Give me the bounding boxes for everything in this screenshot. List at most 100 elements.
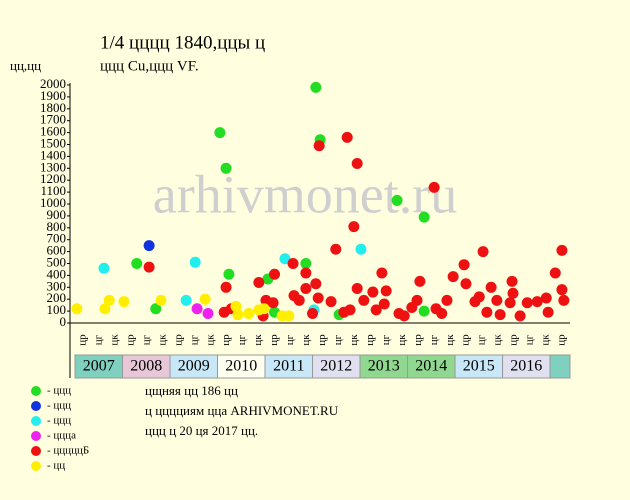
point <box>367 286 379 298</box>
point <box>418 305 430 317</box>
chart-title: 1/4 цццц 1840,ццы ц <box>100 32 265 53</box>
point <box>414 275 426 287</box>
x-tick-label: цр <box>460 334 472 346</box>
note: цщняя цц 186 цц <box>145 383 238 398</box>
x-tick-label: цк <box>204 334 216 346</box>
x-tick-label: цр <box>364 334 376 346</box>
point <box>300 267 312 279</box>
point <box>378 298 390 310</box>
year-label: 2008 <box>130 358 162 375</box>
point <box>243 307 255 319</box>
point <box>351 282 363 294</box>
point <box>558 294 570 306</box>
y-tick-label: 1000 <box>40 195 66 210</box>
y-tick-label: 1800 <box>40 100 66 115</box>
point <box>180 294 192 306</box>
legend-label: - цц <box>47 460 65 472</box>
point <box>398 310 410 322</box>
year-label: 2012 <box>320 358 352 375</box>
legend-marker <box>31 416 41 426</box>
point <box>253 277 265 289</box>
year-label: 2007 <box>83 358 115 375</box>
y-tick-label: 700 <box>47 231 67 246</box>
point <box>391 194 403 206</box>
year-label: 2014 <box>415 358 447 375</box>
point <box>473 291 485 303</box>
y-tick-label: 100 <box>47 302 67 317</box>
y-tick-label: 1500 <box>40 135 66 150</box>
year-label: 2015 <box>463 358 495 375</box>
x-tick-label: цр <box>412 334 424 346</box>
point <box>191 303 203 315</box>
chart-subtitle: ццц Cu,ццц VF. <box>100 58 199 74</box>
point <box>99 303 111 315</box>
y-tick-label: 200 <box>47 290 67 305</box>
y-tick-label: 800 <box>47 219 67 234</box>
point <box>310 278 322 290</box>
point <box>143 240 155 252</box>
legend-label: - цццццБ <box>47 445 89 457</box>
point <box>370 304 382 316</box>
point <box>131 258 143 269</box>
point <box>477 246 489 258</box>
point <box>556 284 568 296</box>
x-tick-label: цг <box>524 334 536 345</box>
legend-label: - ццц <box>47 415 71 427</box>
point <box>293 294 305 306</box>
point <box>411 294 423 306</box>
x-tick-label: цг <box>92 334 104 345</box>
point <box>341 131 353 143</box>
point <box>223 268 235 280</box>
point <box>220 281 232 293</box>
x-tick-label: цк <box>156 334 168 346</box>
y-tick-label: 2000 <box>40 76 66 91</box>
point <box>494 309 506 321</box>
x-tick-label: цк <box>348 334 360 346</box>
point <box>441 294 453 306</box>
x-tick-label: цк <box>492 334 504 346</box>
x-tick-label: цк <box>108 334 120 346</box>
point <box>540 292 552 304</box>
y-tick-label: 1400 <box>40 147 66 162</box>
x-tick-label: цр <box>316 334 328 346</box>
note: ц цццциям цца ARHIVMONET.RU <box>145 403 339 418</box>
point <box>330 243 342 255</box>
legend-label: - ццца <box>47 430 76 442</box>
point <box>504 297 516 309</box>
point <box>351 158 363 170</box>
point <box>214 127 226 139</box>
point <box>300 282 312 294</box>
y-tick-label: 1700 <box>40 112 66 127</box>
x-tick-label: цг <box>380 334 392 345</box>
y-tick-label: 1600 <box>40 124 66 139</box>
y-tick-label: 300 <box>47 278 67 293</box>
point <box>307 307 319 319</box>
legend-label: - ццц <box>47 400 71 412</box>
x-tick-label: цг <box>236 334 248 345</box>
x-tick-label: цк <box>252 334 264 346</box>
x-tick-label: цг <box>140 334 152 345</box>
point <box>267 297 279 309</box>
point <box>258 303 270 315</box>
point <box>143 261 155 273</box>
point <box>230 300 242 312</box>
year-label: 2013 <box>368 358 400 375</box>
x-tick-label: цк <box>540 334 552 346</box>
year-label: 2011 <box>273 358 304 375</box>
x-tick-label: цг <box>284 334 296 345</box>
point <box>279 253 291 265</box>
year-band <box>549 354 571 379</box>
y-axis-label: цц,цц <box>10 58 41 73</box>
point <box>310 81 322 93</box>
x-tick-label: цр <box>556 334 568 346</box>
year-label: 2009 <box>178 358 210 375</box>
point <box>485 281 497 293</box>
x-tick-label: цк <box>300 334 312 346</box>
point <box>531 296 543 308</box>
point <box>155 294 167 306</box>
legend-marker <box>31 431 41 441</box>
legend-marker <box>31 386 41 396</box>
x-tick-label: цк <box>444 334 456 346</box>
x-tick-label: цг <box>188 334 200 345</box>
